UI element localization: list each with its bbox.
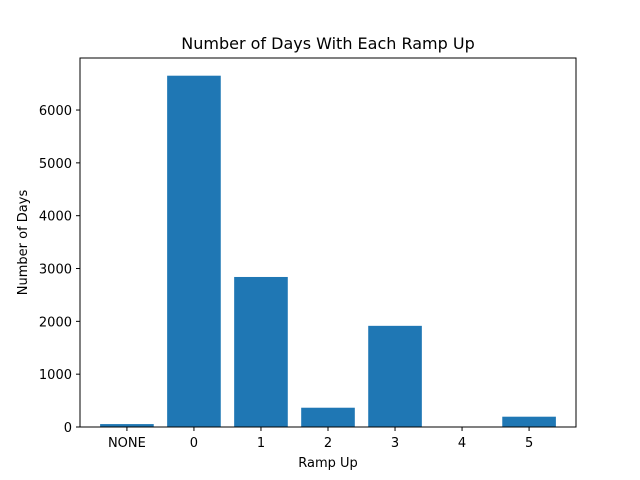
x-tick-label: 5 — [525, 436, 533, 451]
y-tick-label: 1000 — [39, 368, 72, 383]
x-tick-label: 2 — [324, 436, 332, 451]
bar-0 — [167, 75, 221, 427]
bar-5 — [502, 416, 556, 427]
y-tick-label: 2000 — [39, 315, 72, 330]
x-tick-label: 0 — [190, 436, 198, 451]
x-tick-label: 3 — [391, 436, 399, 451]
y-tick-label: 5000 — [39, 157, 72, 172]
x-tick-label: 1 — [257, 436, 265, 451]
bars-group — [100, 75, 556, 427]
x-axis: NONE 0 1 2 3 4 5 — [108, 427, 533, 451]
bar-3 — [368, 325, 422, 427]
plot-frame — [79, 57, 577, 428]
chart-title: Number of Days With Each Ramp Up — [181, 34, 475, 53]
y-tick-label: 4000 — [39, 210, 72, 225]
y-tick-label: 6000 — [39, 104, 72, 119]
y-axis: 0 1000 2000 3000 4000 5000 6000 — [39, 104, 80, 436]
x-tick-label: 4 — [458, 436, 466, 451]
y-tick-label: 3000 — [39, 263, 72, 278]
y-tick-label: 0 — [64, 421, 72, 436]
bar-2 — [301, 407, 355, 427]
x-tick-label: NONE — [108, 436, 146, 451]
y-axis-title: Number of Days — [16, 190, 31, 296]
bar-1 — [234, 276, 288, 427]
bar-none — [100, 424, 154, 427]
x-axis-title: Ramp Up — [298, 456, 358, 471]
